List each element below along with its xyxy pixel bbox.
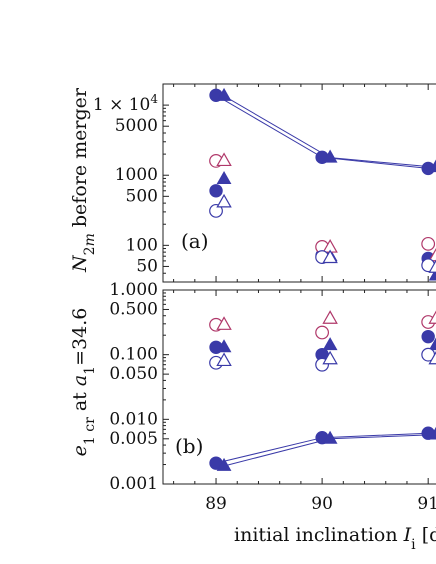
data-point-triangle-filled <box>428 426 436 440</box>
data-point-triangle-open <box>428 351 436 365</box>
y-tick-label: 0.100 <box>109 345 158 365</box>
y-tick-label: 0.500 <box>109 299 158 319</box>
data-point-triangle-filled <box>216 87 232 101</box>
data-point-triangle-open <box>428 259 436 273</box>
data-point-triangle-open <box>216 152 232 167</box>
data-point-circle-open <box>315 325 330 340</box>
data-point-triangle-open <box>216 316 232 330</box>
plot-frame <box>162 83 436 283</box>
y-tick-label: 5000 <box>115 116 158 136</box>
y-tick-label: 0.001 <box>109 474 158 494</box>
panel-label: (b) <box>175 434 203 458</box>
y-tick-label: 0.050 <box>109 364 158 384</box>
data-point-triangle-open <box>216 193 232 208</box>
y-tick-label: 1000 <box>115 165 158 185</box>
y-tick-label: 0.005 <box>109 429 158 449</box>
data-point-triangle-open <box>322 249 338 264</box>
y-tick-label: 1.000 <box>109 280 158 300</box>
x-tick-label: 91 <box>417 494 436 514</box>
y-tick-label: 100 <box>126 235 158 255</box>
y-tick-label: 1 × 104 <box>93 92 159 115</box>
y-tick-label: 0.010 <box>109 409 158 429</box>
data-point-triangle-open <box>428 310 436 324</box>
data-point-triangle-open <box>216 352 232 367</box>
x-tick-label: 90 <box>311 494 333 514</box>
plot-frame <box>162 289 436 485</box>
data-point-triangle-filled <box>322 337 338 351</box>
data-point-triangle-filled <box>216 171 232 185</box>
data-point-triangle-filled <box>322 430 338 444</box>
y-axis-label: e1 cr at a1=34.6 <box>69 308 98 457</box>
data-point-triangle-open <box>322 350 338 365</box>
data-point-triangle-filled <box>216 339 232 353</box>
x-axis-label: initial inclination Ii [d <box>234 524 436 553</box>
data-point-triangle-filled <box>322 149 338 163</box>
data-point-circle-open <box>209 203 223 218</box>
data-point-circle-open <box>421 236 436 251</box>
data-point-triangle-filled <box>428 337 436 351</box>
y-tick-label: 50 <box>136 256 158 276</box>
y-tick-label: 500 <box>126 186 158 206</box>
data-point-circle-filled <box>421 329 435 344</box>
data-point-triangle-filled <box>428 159 436 173</box>
data-point-triangle-filled <box>216 457 232 471</box>
data-point-triangle-open <box>322 310 338 324</box>
x-tick-label: 89 <box>205 494 227 514</box>
data-point-circle-filled <box>209 184 223 198</box>
panel-label: (a) <box>181 229 209 253</box>
data-point-triangle-open <box>428 247 436 262</box>
